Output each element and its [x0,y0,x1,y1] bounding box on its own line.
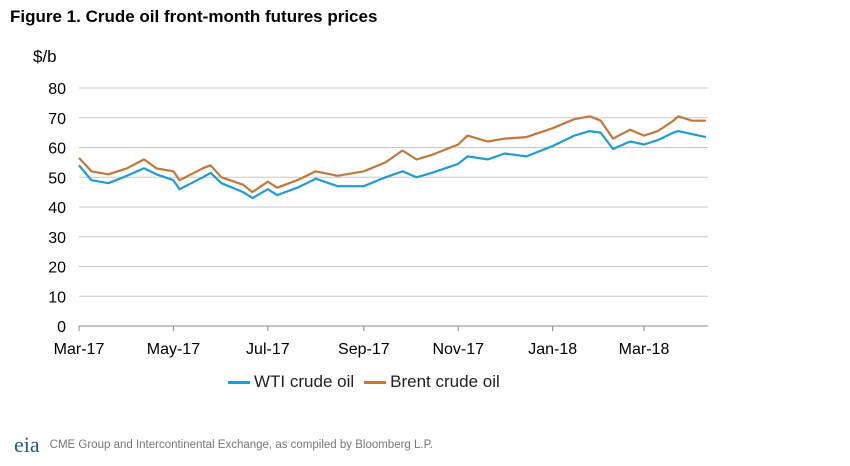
footer: eia CME Group and Intercontinental Excha… [14,432,433,458]
y-tick-label: 10 [48,289,66,306]
wti-line [78,130,707,200]
y-tick-label: 70 [48,111,66,128]
y-tick-label: 0 [57,319,66,336]
chart-title: Figure 1. Crude oil front-month futures … [10,7,378,26]
y-axis-label: $/b [33,47,57,66]
x-tick-label: Mar-18 [619,341,670,358]
brent-line [78,115,706,194]
source-note: CME Group and Intercontinental Exchange,… [49,439,433,451]
y-tick-label: 20 [48,260,66,277]
x-tick-label: Mar-17 [54,341,105,358]
y-tick-label: 60 [48,141,66,158]
x-tick-label: Sep-17 [338,341,390,358]
y-tick-label: 80 [48,81,66,98]
legend-label-brent: Brent crude oil [390,372,500,391]
legend-swatch-wti [228,381,250,385]
x-tick-label: Nov-17 [432,341,484,358]
legend-item-brent: Brent crude oil [364,372,500,392]
y-tick-label: 30 [48,230,66,247]
legend: WTI crude oil Brent crude oil [228,372,500,392]
y-tick-label: 40 [48,200,66,217]
legend-item-wti: WTI crude oil [228,372,354,392]
legend-swatch-brent [364,381,387,385]
x-tick-label: Jul-17 [246,341,290,358]
x-tick-label: May-17 [147,341,200,358]
legend-label-wti: WTI crude oil [254,372,355,391]
y-tick-label: 50 [48,170,66,187]
eia-logo: eia [14,432,40,457]
x-tick-label: Jan-18 [528,341,577,358]
